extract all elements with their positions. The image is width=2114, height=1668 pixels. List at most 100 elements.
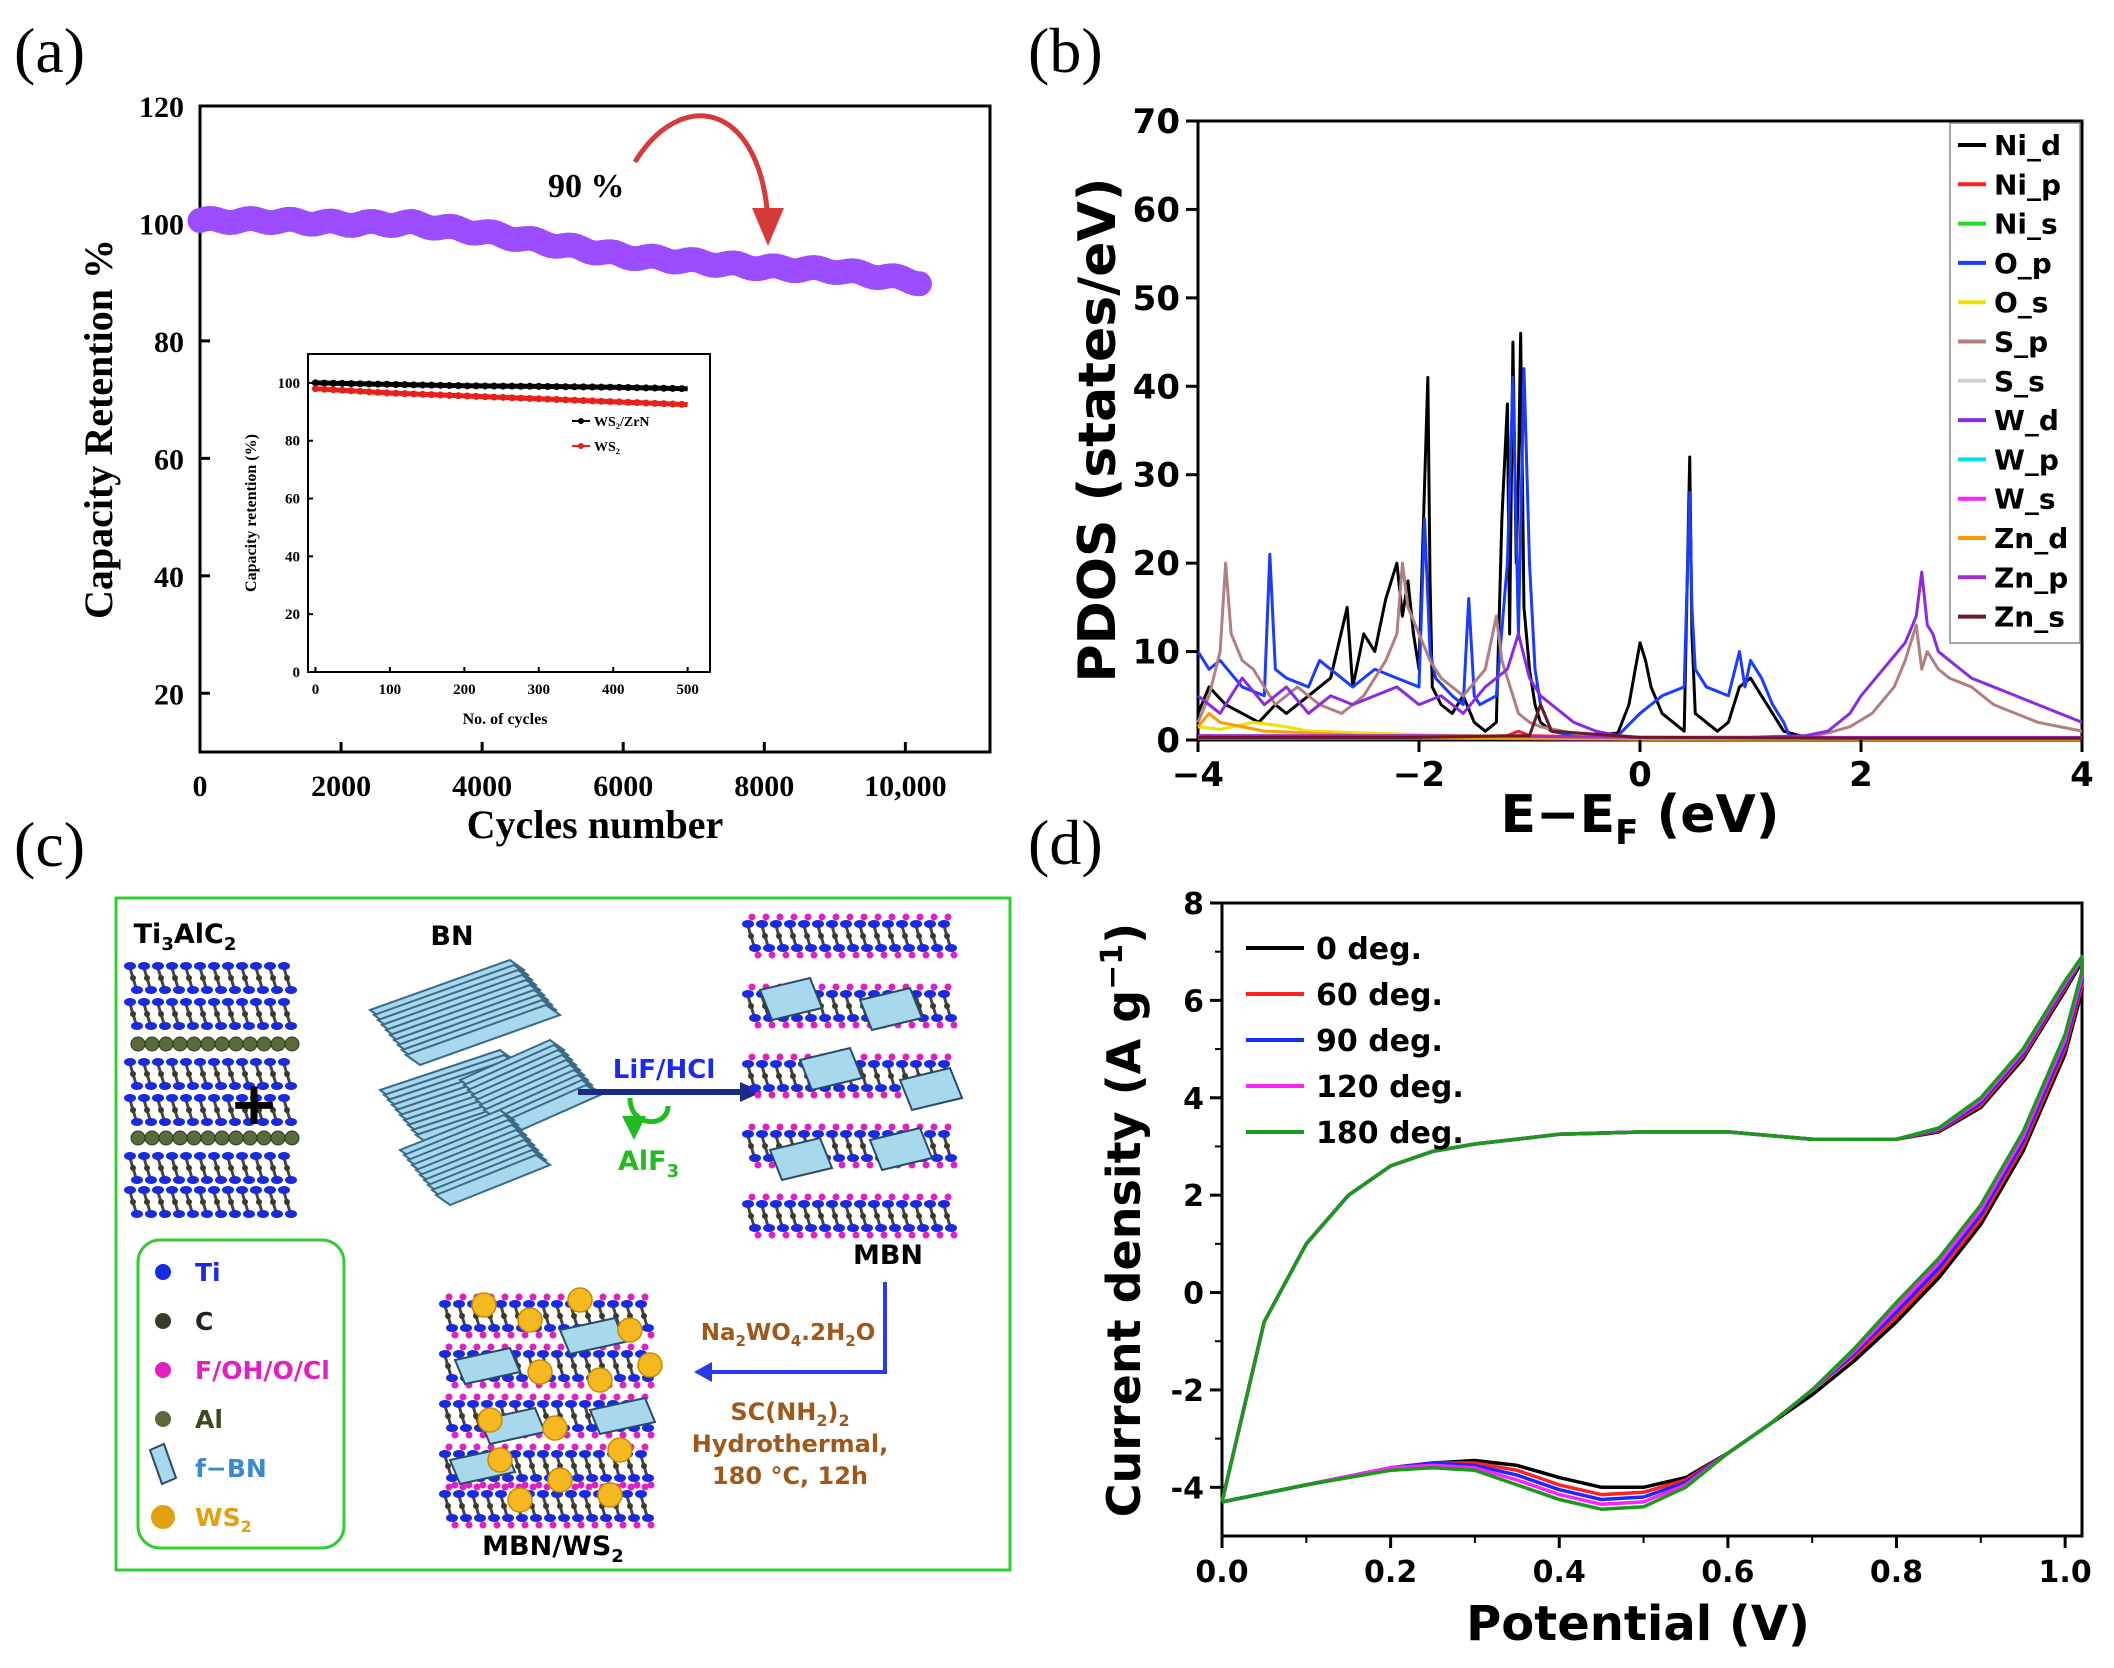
inset-marker (588, 397, 596, 405)
inset-marker (311, 385, 319, 393)
ti-atom (257, 1210, 269, 1218)
ti-atom (145, 1022, 157, 1030)
c-atom (130, 1011, 136, 1017)
c-atom (818, 1213, 824, 1219)
inset-marker (401, 381, 409, 389)
inset-xtick-label: 100 (379, 682, 402, 698)
ti-atom (854, 1130, 866, 1138)
c-atom (256, 1107, 262, 1113)
f-atom (557, 1293, 565, 1301)
ti-atom (124, 1094, 136, 1102)
f-atom (459, 1293, 467, 1301)
chart-a-curved-arrow (632, 113, 771, 221)
ti-atom (453, 1300, 465, 1308)
a-data-point (906, 271, 932, 297)
ti-atom (173, 1176, 185, 1184)
f-atom (445, 1443, 453, 1451)
c-atom (790, 933, 796, 939)
f-atom (647, 1481, 655, 1489)
ti-atom (945, 1154, 957, 1162)
f-atom (479, 1521, 487, 1529)
ti-atom (537, 1300, 549, 1308)
ti-atom (124, 1058, 136, 1066)
c-atom (158, 1071, 164, 1077)
a-xtick-label: 4000 (452, 770, 512, 803)
ti-atom (642, 1324, 654, 1332)
ti-atom (166, 1094, 178, 1102)
reagent1-label: Na2WO4.2H2O (701, 1320, 876, 1350)
ti-atom (945, 944, 957, 952)
c-atom (641, 1313, 647, 1319)
c-atom (944, 1143, 950, 1149)
ti-atom (131, 1082, 143, 1090)
ti-atom (460, 1324, 472, 1332)
c-atom (144, 975, 150, 981)
f-atom (874, 983, 882, 991)
ti-atom (579, 1450, 591, 1458)
f-atom (838, 1161, 846, 1169)
f-atom (521, 1481, 529, 1489)
al-atom (158, 1130, 174, 1146)
ti-atom (271, 1210, 283, 1218)
ti-atom (180, 1186, 192, 1194)
ti-atom (453, 1490, 465, 1498)
inset-marker (597, 383, 605, 391)
c-atom (158, 1199, 164, 1205)
ti-atom (194, 998, 206, 1006)
ti-atom (945, 1014, 957, 1022)
r1-d: 4 (791, 1332, 801, 1350)
ti-atom (229, 1210, 241, 1218)
ws2-particle (542, 1415, 568, 1441)
inset-marker (588, 383, 596, 391)
c-atom (284, 1011, 290, 1017)
ti-atom (446, 1474, 458, 1482)
chart-b-xlabel-main: E−E (1500, 785, 1615, 845)
chart-a-frame (198, 104, 992, 754)
d-ytick-label: 6 (1183, 984, 1204, 1019)
ti-atom (791, 1224, 803, 1232)
ti-atom (138, 1152, 150, 1160)
f-atom (647, 1331, 655, 1339)
ti-atom (642, 1514, 654, 1522)
f-atom (493, 1481, 501, 1489)
ti3alc2-t2: AlC (174, 919, 224, 950)
f-atom (838, 1021, 846, 1029)
f-atom (633, 1521, 641, 1529)
ti-atom (208, 998, 220, 1006)
ti-atom (264, 962, 276, 970)
ti-atom (138, 962, 150, 970)
ti3alc2-label: Ti3AlC2 (134, 919, 237, 955)
b-ytick-label: 50 (1133, 279, 1180, 319)
c-atom (130, 1199, 136, 1205)
inset-marker (463, 392, 471, 400)
inset-marker (517, 382, 525, 390)
ti-atom (805, 1014, 817, 1022)
ws2-particle (597, 1482, 623, 1508)
ti-atom (756, 920, 768, 928)
ti-atom (854, 1200, 866, 1208)
ti-atom (460, 1514, 472, 1522)
f-atom (501, 1393, 509, 1401)
ti-atom (537, 1450, 549, 1458)
ti-atom (903, 944, 915, 952)
c-atom (445, 1413, 451, 1419)
inset-frame (307, 353, 711, 673)
c-atom (130, 1071, 136, 1077)
c-atom (242, 1071, 248, 1077)
f-atom (818, 913, 826, 921)
ti-atom (910, 1060, 922, 1068)
f-atom (832, 983, 840, 991)
b-legend-label: O_p (1994, 247, 2052, 280)
f-atom (922, 1231, 930, 1239)
b-legend-label: Zn_s (1994, 601, 2065, 634)
f-atom (647, 1521, 655, 1529)
al-atom (200, 1036, 216, 1052)
c-atom (748, 1143, 754, 1149)
ti-atom (271, 1176, 283, 1184)
c-atom (748, 933, 754, 939)
c-atom (256, 1199, 262, 1205)
ti-atom (131, 1022, 143, 1030)
inset-marker (365, 380, 373, 388)
ti-atom (882, 920, 894, 928)
